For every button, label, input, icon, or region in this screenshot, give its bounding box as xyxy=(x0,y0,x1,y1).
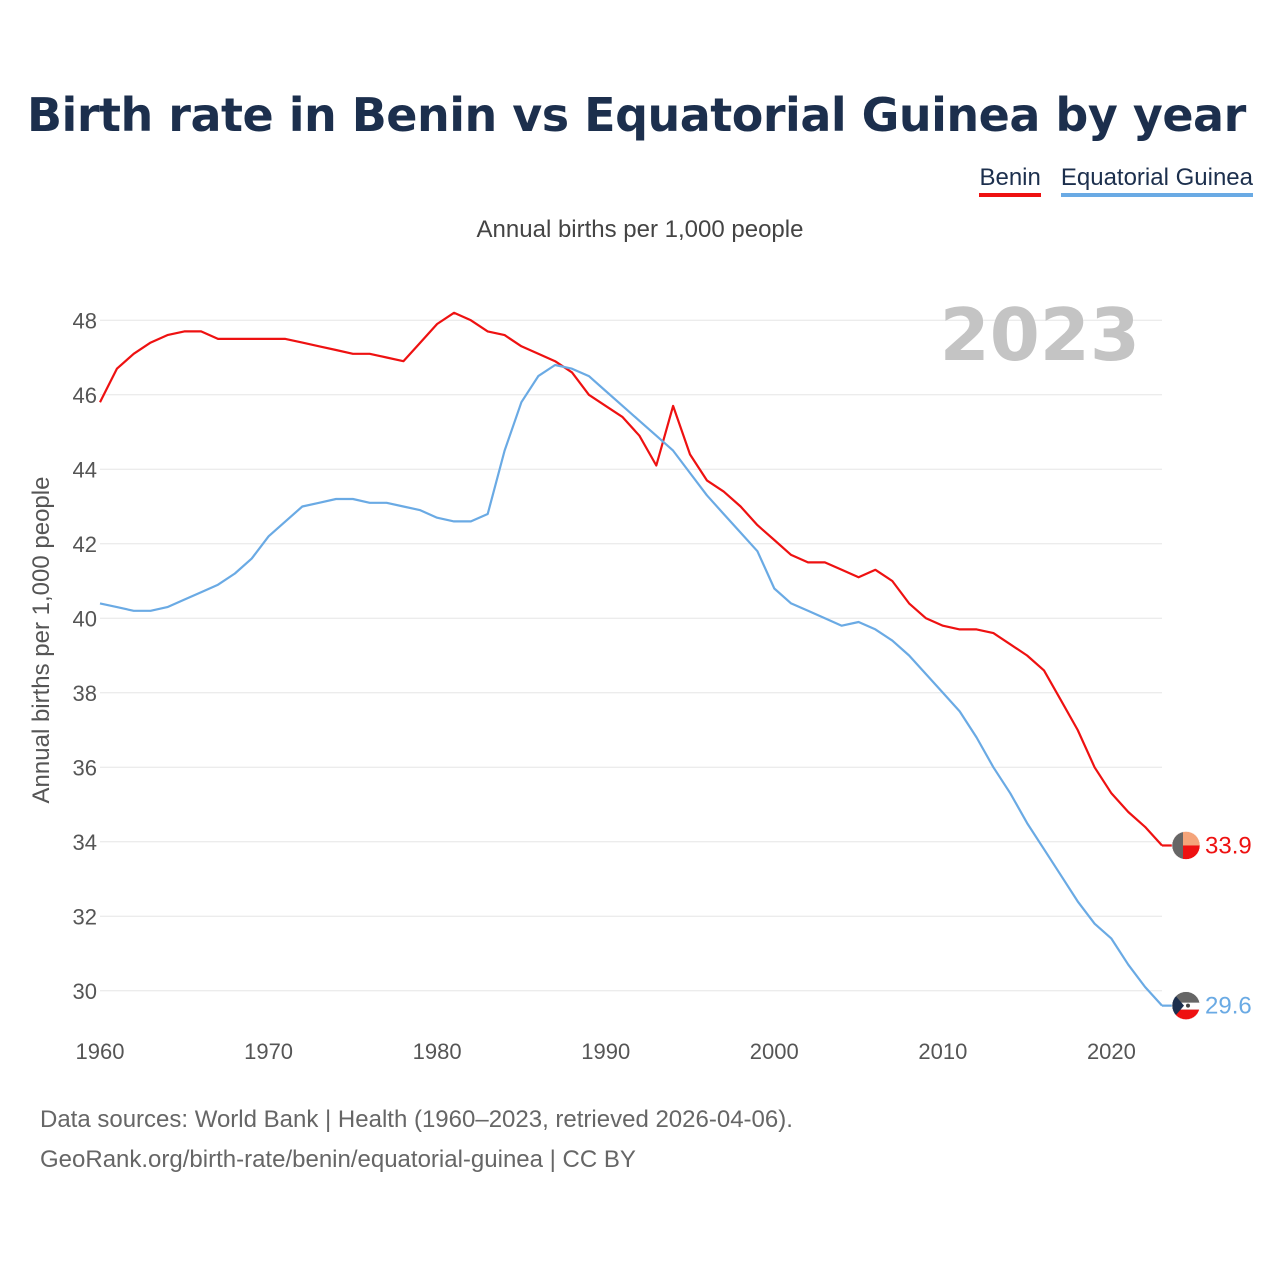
source-note: Data sources: World Bank | Health (1960–… xyxy=(40,1106,793,1133)
x-tick-label: 2010 xyxy=(918,1039,967,1064)
x-tick-label: 1970 xyxy=(244,1039,293,1064)
y-tick-label: 36 xyxy=(73,755,97,780)
y-tick-label: 30 xyxy=(73,979,97,1004)
series-lines xyxy=(99,311,1163,1007)
grid xyxy=(100,319,1162,992)
source-url[interactable]: GeoRank.org/birth-rate/benin/equatorial-… xyxy=(40,1146,636,1173)
chart-subtitle: Annual births per 1,000 people xyxy=(476,216,804,243)
series-line-equatorial-guinea[interactable] xyxy=(99,363,1163,1007)
benin-flag-icon xyxy=(1172,831,1200,860)
y-tick-label: 42 xyxy=(73,532,97,557)
x-tick-label: 1960 xyxy=(76,1039,125,1064)
legend-item-equatorial-guinea[interactable]: Equatorial Guinea xyxy=(1060,164,1253,197)
x-axis: 1960 1970 1980 1990 2000 2010 2020 xyxy=(76,1039,1136,1064)
x-tick-label: 2000 xyxy=(750,1039,799,1064)
y-tick-label: 44 xyxy=(73,457,97,482)
legend: Benin Equatorial Guinea xyxy=(979,164,1253,197)
series-line-benin[interactable] xyxy=(99,311,1163,847)
y-tick-label: 32 xyxy=(73,904,97,929)
chart-title: Birth rate in Benin vs Equatorial Guinea… xyxy=(27,88,1246,142)
y-tick-label: 34 xyxy=(73,830,97,855)
end-value-label: 29.6 xyxy=(1205,993,1252,1020)
legend-item-benin[interactable]: Benin xyxy=(979,164,1041,197)
current-year-label: 2023 xyxy=(940,293,1140,377)
y-tick-label: 48 xyxy=(73,308,97,333)
y-axis: 30 32 34 36 38 40 42 44 46 48 xyxy=(73,308,97,1004)
end-value-label: 33.9 xyxy=(1205,832,1252,859)
y-tick-label: 46 xyxy=(73,383,97,408)
y-tick-label: 38 xyxy=(73,681,97,706)
x-tick-label: 1980 xyxy=(413,1039,462,1064)
equatorial-guinea-flag-icon xyxy=(1172,991,1200,1020)
y-tick-label: 40 xyxy=(73,606,97,631)
x-tick-label: 1990 xyxy=(581,1039,630,1064)
end-markers: 33.9 29.6 xyxy=(1162,831,1252,1020)
x-tick-label: 2020 xyxy=(1087,1039,1136,1064)
